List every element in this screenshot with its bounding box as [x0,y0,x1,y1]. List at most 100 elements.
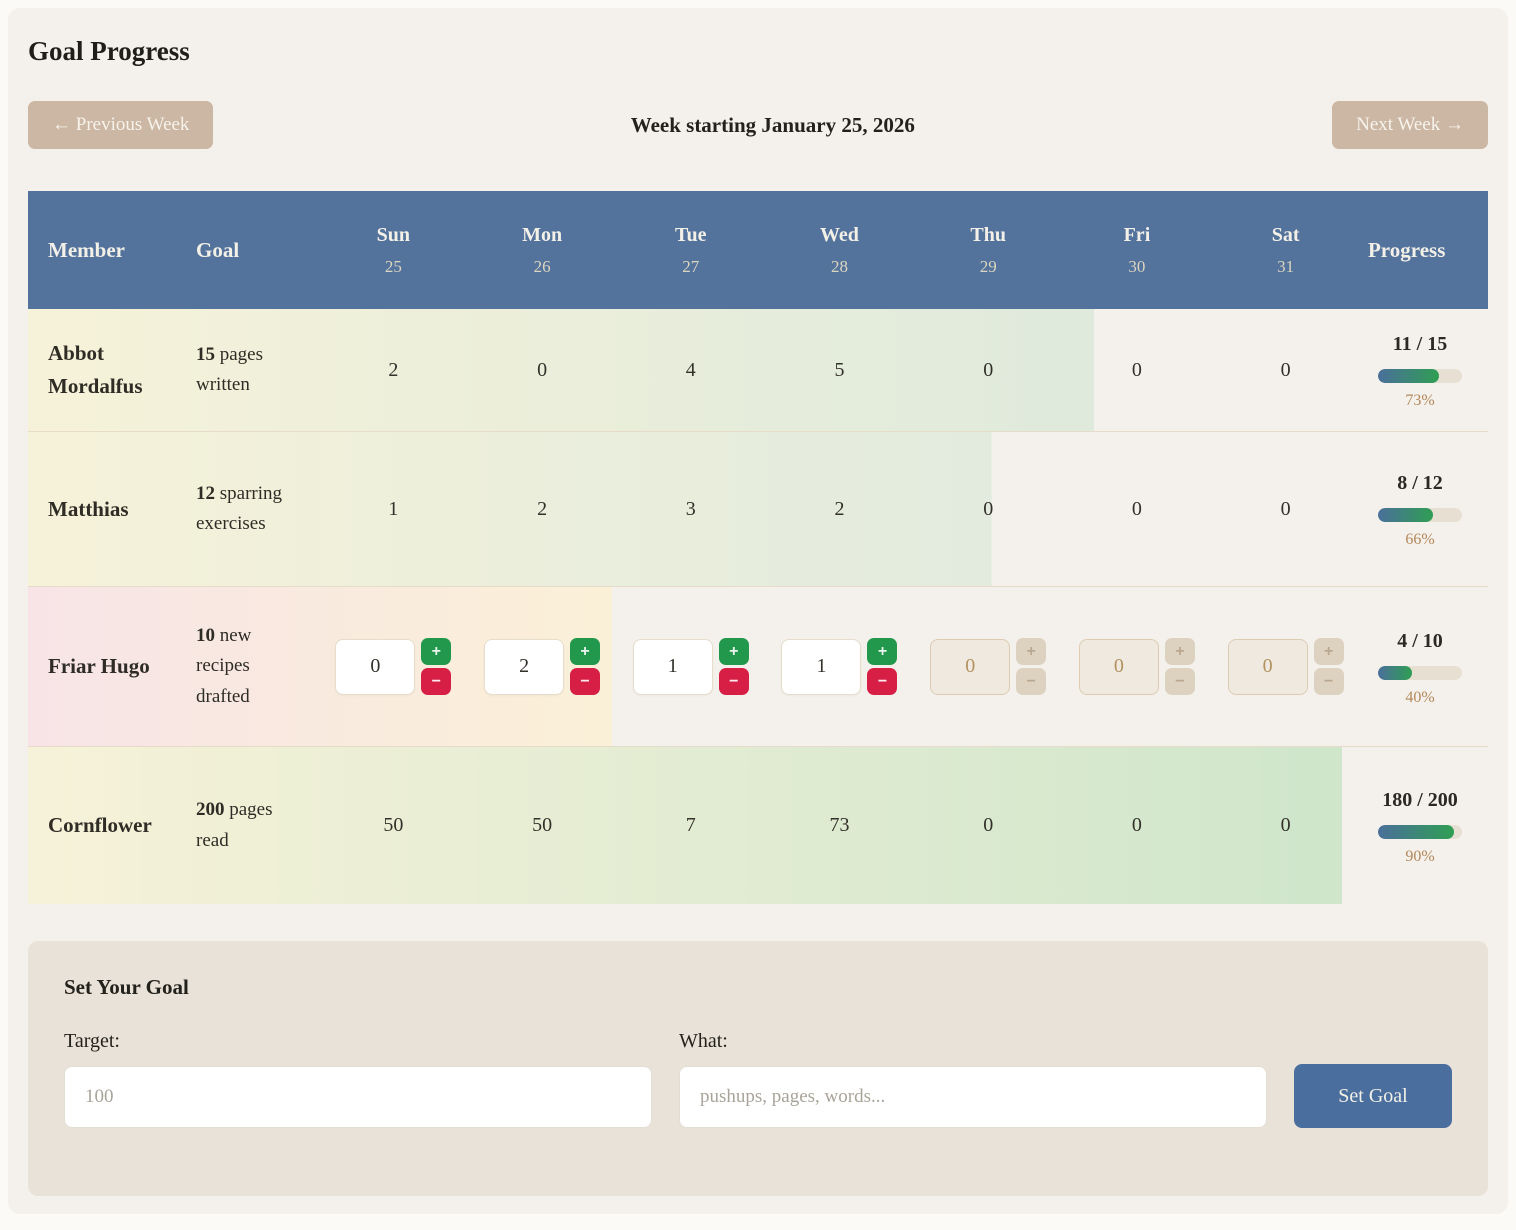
increment-button[interactable]: + [421,638,452,665]
day-name: Mon [522,223,563,246]
goal-table: Member Goal Sun 25 Mon 26 Tue 2 7 Wed 28 Thu 29 Fri… [28,191,1488,904]
progress-fraction: 4 / 10 [1397,629,1443,652]
day-count-input [1227,638,1308,695]
progress-bar-fill [1377,665,1412,680]
target-input[interactable] [64,1066,652,1128]
day-count-input[interactable] [632,638,713,695]
progress-bar [1377,369,1462,383]
progress-cell: 11 / 15 73% [1360,330,1488,410]
day-value-cell: 0 [1280,497,1291,520]
stepper-buttons: + − [570,638,601,695]
decrement-button[interactable]: − [718,668,749,695]
day-value-cell: 0 [983,358,994,381]
previous-week-button[interactable]: ← Previous Week [28,101,214,149]
increment-button: + [1313,638,1344,665]
member-name: Matthias [48,496,129,521]
progress-percent: 73% [1405,392,1435,409]
stepper-buttons: + − [867,638,898,695]
decrement-button: − [1313,668,1344,695]
day-value-cell: 2 [388,358,399,381]
day-column-header: Wed 28 [765,224,914,277]
member-name: Cornflower [48,813,152,838]
member-column-header: Member [48,237,125,262]
day-value-cell: 50 [532,814,553,836]
member-name: Friar Hugo [48,654,150,679]
progress-percent: 90% [1405,847,1435,865]
count-stepper: +− [335,638,452,695]
what-label: What: [679,1030,728,1052]
day-date: 30 [1128,256,1146,276]
decrement-button[interactable]: − [867,668,898,695]
progress-bar [1377,665,1462,680]
stepper-buttons: + − [1313,638,1344,695]
next-week-button[interactable]: Next Week → [1332,101,1488,149]
day-value-cell: 50 [383,814,404,836]
week-navigation: ← Previous Week Week starting January 25… [28,101,1488,149]
day-date: 31 [1277,256,1295,276]
set-goal-button[interactable]: Set Goal [1294,1064,1452,1128]
progress-cell: 180 / 200 90% [1360,786,1488,866]
day-name: Thu [970,223,1006,246]
increment-button[interactable]: + [718,638,749,665]
table-row: Matthias 12 sparring exercises 1 2 3 2 0 0 0 8 / … [28,431,1488,586]
day-column-header: Mon 26 [468,224,617,277]
day-value-cell: 4 [685,358,696,381]
progress-fraction: 8 / 12 [1397,472,1443,494]
day-name: Wed [820,223,859,246]
count-stepper: +− [781,638,898,695]
stepper-buttons: + − [1164,638,1195,695]
day-date: 29 [979,256,997,276]
goal-column-header: Goal [196,237,240,262]
increment-button[interactable]: + [570,638,601,665]
day-value-cell: 0 [1131,814,1142,836]
day-value-cell: 7 [685,814,696,836]
day-value-cell: 2 [834,497,845,520]
day-name: Fri [1123,223,1151,246]
set-goal-panel: Set Your Goal Target: What: Set Goal [28,941,1488,1196]
stepper-buttons: + − [718,638,749,695]
what-input[interactable] [679,1066,1267,1128]
decrement-button: − [1016,668,1047,695]
count-stepper: +− [930,638,1047,695]
day-column-header: Sat 31 [1211,224,1360,277]
day-count-input[interactable] [484,638,565,695]
count-stepper: +− [484,638,601,695]
member-name: Abbot Mordalfus [48,341,143,398]
count-stepper: +− [1078,638,1195,695]
target-field: Target: [64,1030,652,1128]
day-value-cell: 0 [1280,358,1291,381]
decrement-button[interactable]: − [421,668,452,695]
what-field: What: [679,1030,1267,1128]
progress-bar [1377,824,1462,839]
day-name: Tue [675,223,707,246]
table-row: Abbot Mordalfus 15 pages written 2 0 4 5 0 0 0 11… [28,309,1488,431]
goal-target-number: 12 [196,482,215,504]
day-editable-cell: +− [765,638,914,695]
day-date: 25 [384,256,402,276]
week-title: Week starting January 25, 2026 [630,112,915,137]
progress-bar-fill [1377,824,1454,839]
increment-button[interactable]: + [867,638,898,665]
goal-target-number: 10 [196,624,215,646]
day-count-input[interactable] [781,638,862,695]
day-editable-cell: +− [468,638,617,695]
progress-bar-fill [1377,508,1434,522]
goal-description: 200 pages read [196,799,273,851]
table-header-row: Member Goal Sun 25 Mon 26 Tue 27 Wed 28 Thu 29 Fri… [28,191,1488,309]
day-count-input [1078,638,1159,695]
progress-column-header: Progress [1367,237,1446,262]
progress-cell: 8 / 12 66% [1360,469,1488,549]
goal-progress-page: Goal Progress ← Previous Week Week start… [8,8,1508,1214]
page-title: Goal Progress [28,36,190,66]
day-value-cell: 73 [829,814,850,836]
table-row: Cornflower 200 pages read 50 50 7 73 0 0 0 180 / … [28,746,1488,904]
progress-percent: 40% [1405,688,1435,706]
day-count-input[interactable] [335,638,416,695]
day-date: 28 [830,256,848,276]
day-value-cell: 0 [983,497,994,520]
progress-cell: 4 / 10 40% [1360,627,1488,707]
decrement-button[interactable]: − [570,668,601,695]
day-editable-cell: +− [1063,638,1212,695]
day-name: Sun [376,223,411,246]
